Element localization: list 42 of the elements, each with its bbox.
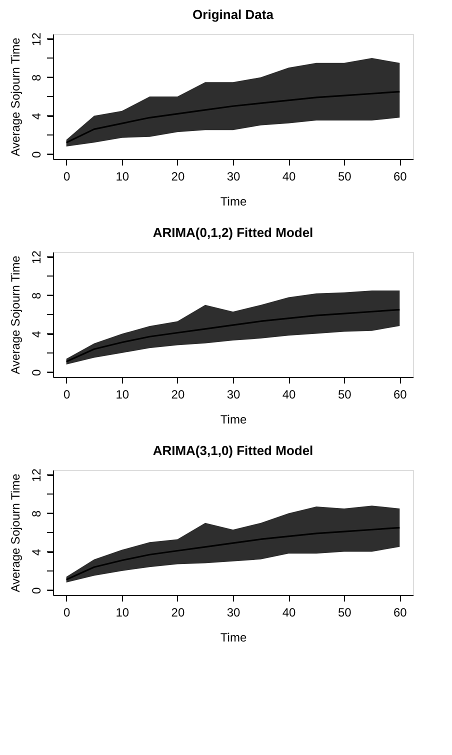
y-tick-label: 4 — [30, 330, 44, 338]
y-tick-label: 8 — [30, 292, 44, 300]
y-axis-title: Average Sojourn Time — [8, 255, 22, 374]
x-tick-label: 60 — [393, 388, 408, 402]
x-tick-label: 50 — [338, 388, 352, 402]
y-tick-label: 0 — [30, 587, 44, 594]
y-tick-label: 12 — [30, 32, 44, 46]
x-tick-label: 40 — [282, 606, 296, 620]
y-tick-label: 4 — [30, 548, 44, 556]
x-tick-label: 10 — [116, 606, 130, 620]
x-tick-label: 0 — [63, 388, 70, 402]
x-axis-title: Time — [220, 412, 247, 426]
x-tick-label: 40 — [282, 388, 296, 402]
x-tick-label: 10 — [116, 388, 130, 402]
y-axis-title: Average Sojourn Time — [8, 37, 22, 156]
x-tick-label: 50 — [338, 606, 352, 620]
chart-title: Original Data — [192, 7, 274, 22]
x-tick-label: 0 — [63, 606, 70, 620]
x-tick-label: 60 — [393, 170, 408, 184]
y-tick-label: 4 — [30, 112, 44, 120]
y-tick-label: 12 — [30, 468, 44, 482]
x-tick-label: 20 — [171, 170, 185, 184]
x-tick-label: 50 — [338, 170, 352, 184]
y-tick-label: 0 — [30, 369, 44, 376]
x-tick-label: 10 — [116, 170, 130, 184]
chart-title: ARIMA(3,1,0) Fitted Model — [152, 443, 314, 458]
y-tick-label: 8 — [30, 74, 44, 82]
x-tick-label: 20 — [171, 606, 185, 620]
chart-title: ARIMA(0,1,2) Fitted Model — [152, 225, 314, 240]
y-tick-label: 8 — [30, 510, 44, 518]
x-tick-label: 60 — [393, 606, 408, 620]
y-tick-label: 12 — [30, 250, 44, 264]
x-tick-label: 20 — [171, 388, 185, 402]
x-tick-label: 30 — [226, 606, 240, 620]
x-tick-label: 30 — [226, 170, 240, 184]
y-axis-title: Average Sojourn Time — [8, 473, 22, 592]
x-tick-label: 30 — [226, 388, 240, 402]
x-tick-label: 40 — [282, 170, 296, 184]
x-axis-title: Time — [220, 194, 247, 208]
y-tick-label: 0 — [30, 151, 44, 158]
x-tick-label: 0 — [63, 170, 70, 184]
x-axis-title: Time — [220, 630, 247, 644]
